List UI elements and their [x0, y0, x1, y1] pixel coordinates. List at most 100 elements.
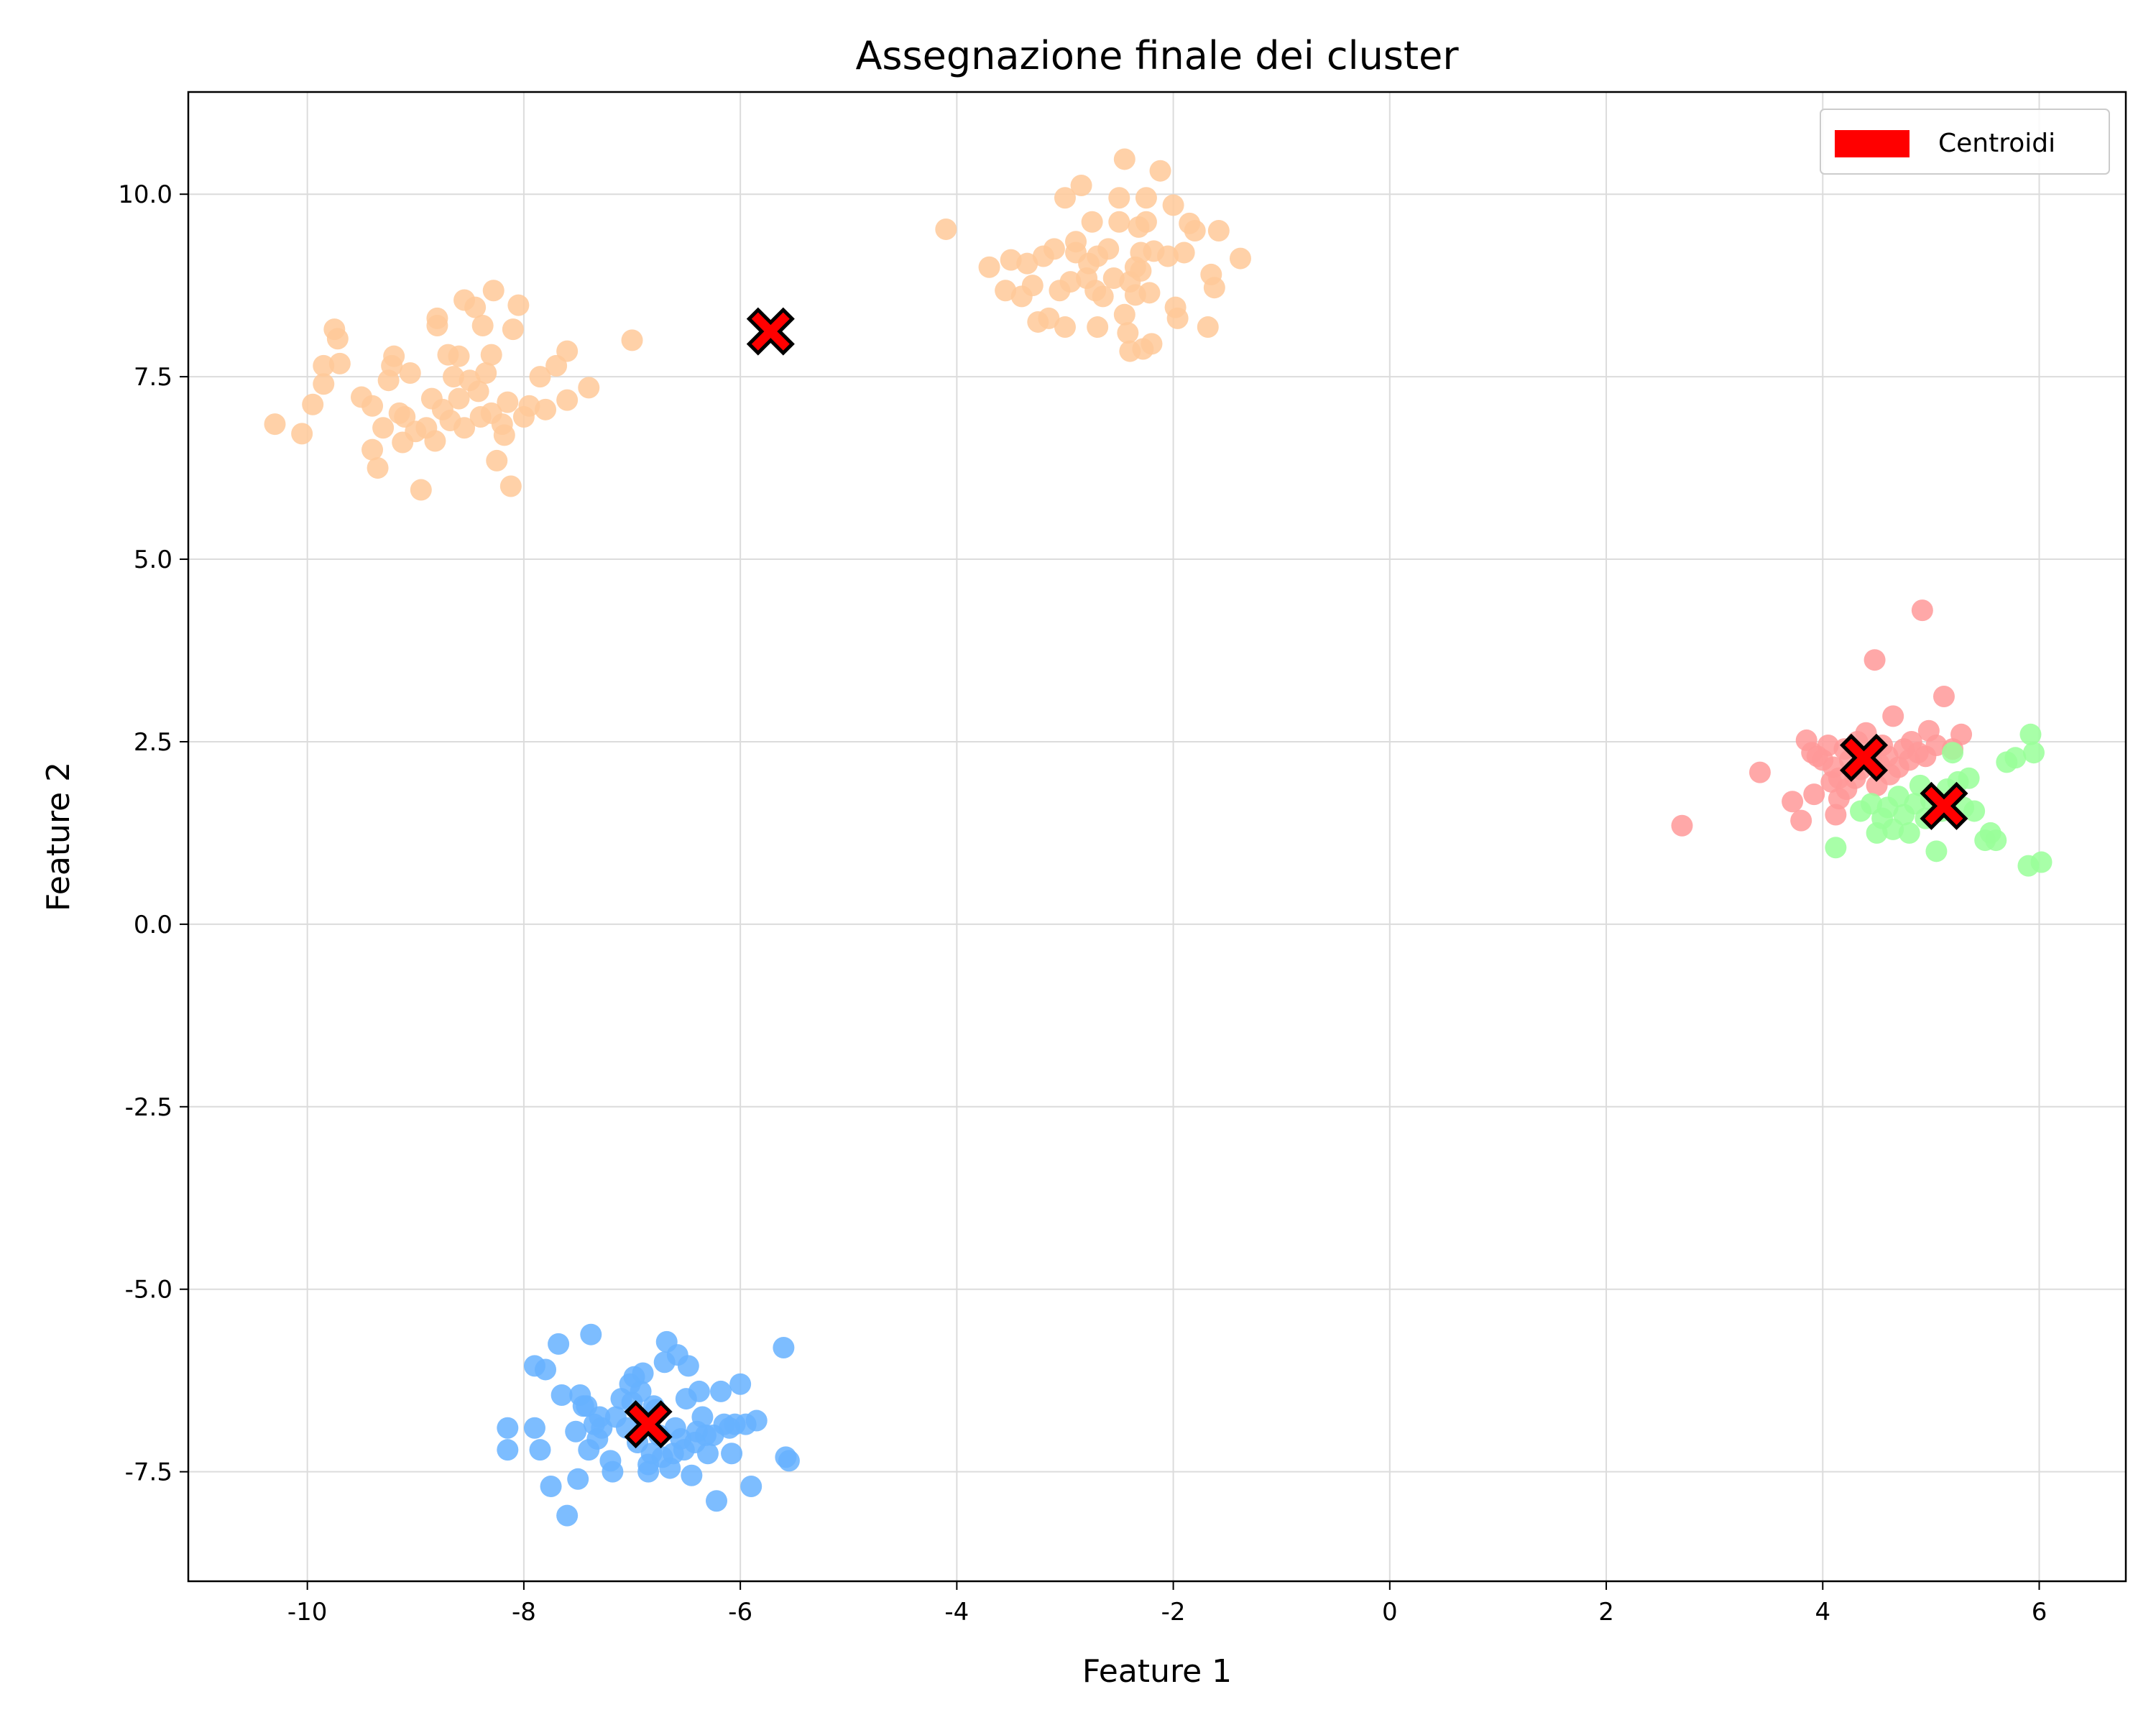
data-point-orange: [1087, 316, 1109, 339]
data-point-orange: [621, 329, 643, 351]
data-point-pink: [1932, 685, 1955, 707]
x-tick-label: -10: [287, 1598, 328, 1627]
data-point-green: [2019, 723, 2042, 745]
data-point-green: [2004, 747, 2027, 769]
x-tick-label: -4: [944, 1598, 969, 1627]
data-point-orange: [1141, 333, 1163, 355]
y-tick-label: 7.5: [134, 363, 172, 392]
data-point-pink: [1864, 649, 1886, 671]
axis-ticks: -10 -8 -6 -4 -2 0 2 4 6 10.0 7.5 5.0 2.5 0.0 -2.5 -5.0 -…: [118, 180, 2047, 1627]
data-point-pink: [1882, 705, 1904, 727]
data-point-blue: [681, 1464, 703, 1486]
x-tick-label: -6: [728, 1598, 752, 1627]
data-point-pink: [1803, 783, 1825, 806]
data-point-orange: [535, 398, 557, 420]
data-point-orange: [1059, 271, 1082, 293]
legend-box: [1820, 109, 2110, 175]
data-point-blue: [602, 1460, 624, 1483]
y-axis-label: Feature 2: [40, 762, 77, 911]
y-tick-label: -5.0: [125, 1276, 172, 1305]
data-point-orange: [556, 389, 579, 411]
data-point-orange: [1102, 267, 1125, 289]
legend: Centroidi: [1820, 109, 2110, 175]
data-point-orange: [424, 430, 446, 452]
data-point-blue: [688, 1380, 710, 1402]
data-point-pink: [1817, 735, 1839, 757]
data-point-orange: [1157, 245, 1179, 267]
y-tick-label: 5.0: [134, 546, 172, 574]
data-point-pink: [1950, 723, 1973, 745]
data-point-orange: [1016, 252, 1038, 275]
data-point-orange: [291, 423, 313, 445]
data-point-orange: [578, 377, 600, 399]
data-point-orange: [1108, 187, 1130, 209]
data-point-orange: [383, 345, 405, 367]
data-point-orange: [480, 344, 502, 366]
data-point-orange: [361, 438, 384, 461]
data-point-orange: [1173, 242, 1195, 264]
data-point-orange: [1197, 316, 1219, 339]
data-point-orange: [1070, 175, 1092, 197]
y-tick-label: 10.0: [118, 180, 172, 209]
x-tick-label: 0: [1382, 1598, 1398, 1627]
data-point-orange: [978, 256, 1000, 278]
data-point-blue: [580, 1323, 602, 1346]
data-point-blue: [497, 1417, 519, 1439]
data-point-orange: [264, 413, 286, 436]
data-point-orange: [313, 373, 335, 395]
data-point-blue: [548, 1333, 570, 1355]
data-point-pink: [1782, 791, 1804, 813]
data-point-blue: [632, 1362, 654, 1384]
data-point-pink: [1855, 722, 1877, 744]
data-point-green: [2022, 742, 2045, 764]
data-point-orange: [326, 328, 349, 350]
data-point-orange: [935, 218, 957, 240]
data-point-orange: [372, 417, 395, 439]
data-point-orange: [1043, 238, 1065, 260]
x-tick-label: -8: [512, 1598, 536, 1627]
data-point-orange: [1203, 277, 1225, 299]
data-point-orange: [1000, 249, 1022, 271]
data-point-orange: [556, 340, 579, 362]
data-point-orange: [1021, 275, 1044, 297]
y-tick-label: -7.5: [125, 1458, 172, 1487]
data-point-pink: [1825, 804, 1847, 826]
data-point-orange: [1054, 187, 1076, 209]
data-point-orange: [464, 296, 487, 318]
data-point-orange: [529, 366, 551, 388]
data-point-orange: [1038, 307, 1060, 329]
x-tick-label: -2: [1161, 1598, 1186, 1627]
data-point-blue: [773, 1336, 795, 1358]
data-point-blue: [523, 1417, 545, 1439]
data-point-green: [2030, 851, 2053, 873]
data-point-orange: [493, 424, 515, 446]
data-point-green: [1898, 822, 1920, 844]
data-point-orange: [453, 417, 476, 439]
data-point-orange: [399, 362, 421, 385]
data-point-orange: [448, 345, 470, 367]
data-point-orange: [1149, 160, 1171, 182]
data-point-orange: [1138, 282, 1161, 304]
legend-swatch-centroidi: [1835, 130, 1909, 157]
centroid-marker: [1839, 733, 1889, 782]
data-point-blue: [550, 1384, 573, 1406]
data-point-orange: [313, 354, 335, 377]
data-point-orange: [467, 380, 489, 402]
data-point-green: [1985, 829, 2007, 852]
data-point-green: [1963, 800, 1986, 822]
data-point-green: [1825, 837, 1847, 859]
data-point-orange: [443, 366, 465, 388]
data-point-pink: [1749, 761, 1771, 783]
data-point-orange: [1097, 238, 1120, 260]
data-point-orange: [367, 457, 389, 479]
data-point-orange: [1207, 219, 1230, 242]
data-point-pink: [1925, 735, 1948, 757]
data-point-blue: [729, 1373, 752, 1395]
data-point-orange: [1117, 322, 1139, 344]
legend-label-centroidi: Centroidi: [1938, 129, 2055, 158]
data-point-orange: [1135, 211, 1157, 233]
y-tick-label: 0.0: [134, 911, 172, 939]
data-point-blue: [677, 1355, 699, 1377]
data-point-blue: [778, 1450, 800, 1472]
data-point-blue: [529, 1439, 551, 1461]
